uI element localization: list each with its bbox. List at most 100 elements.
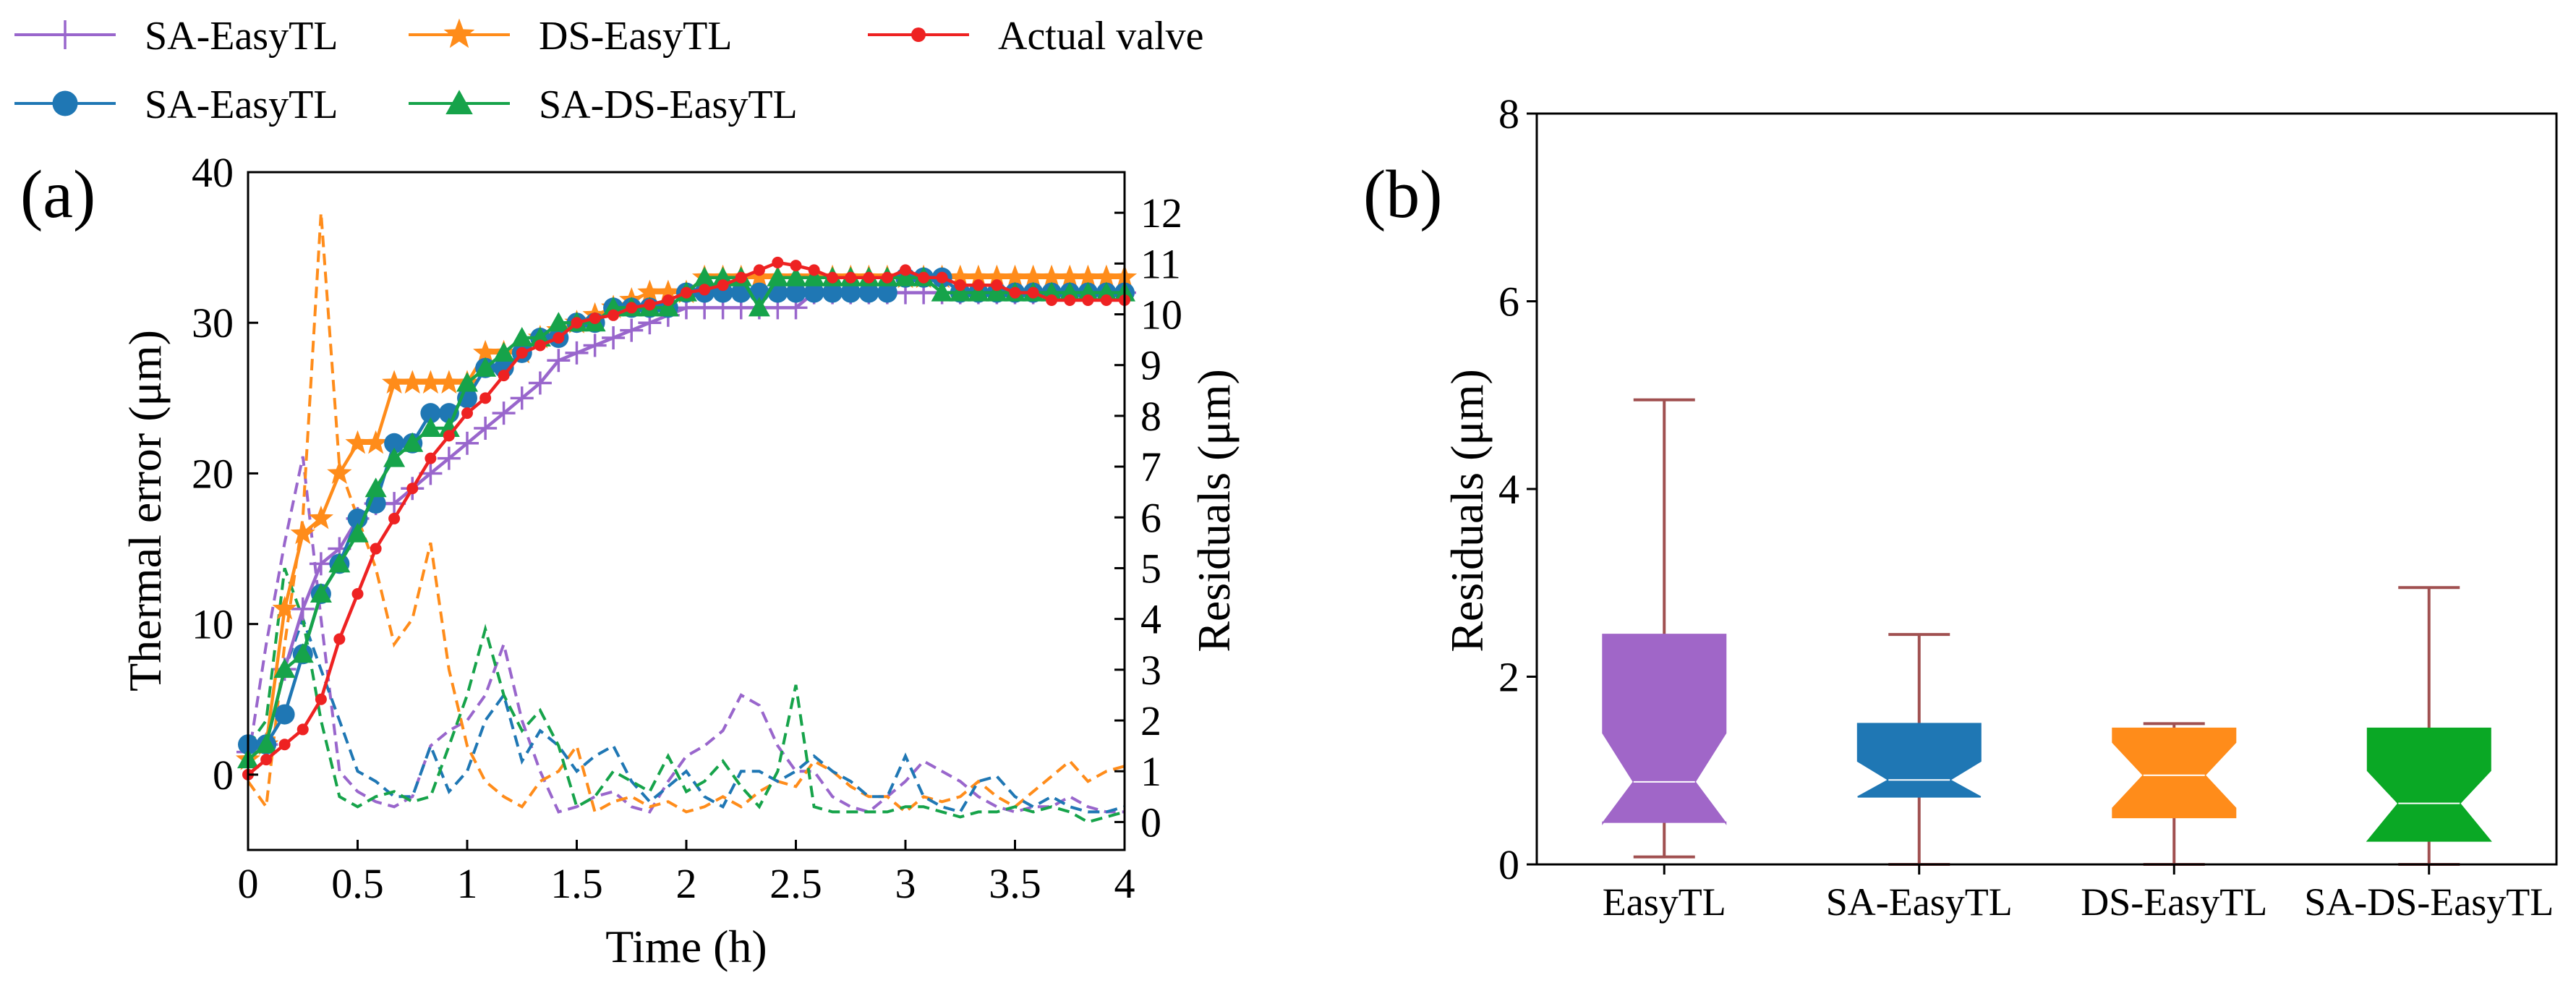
residual-line-sa-ds-easytl-3 (247, 567, 1125, 824)
data-point (991, 279, 1003, 292)
legend-label: SA-EasyTL (145, 14, 338, 59)
y2-tick-label: 5 (1140, 545, 1161, 592)
data-point (565, 341, 589, 365)
x-axis-label: Time (h) (605, 921, 767, 972)
data-point (400, 370, 425, 394)
data-point (351, 588, 364, 600)
data-point (260, 754, 273, 766)
data-point (274, 704, 295, 725)
data-point (382, 370, 407, 394)
box-body (1602, 634, 1727, 825)
data-point (328, 553, 351, 573)
x-tick-label: 3.5 (989, 860, 1041, 907)
box-y-tick-label: 6 (1498, 278, 1519, 326)
legend-label: SA-DS-EasyTL (539, 82, 798, 127)
data-point (753, 264, 765, 276)
data-point (845, 271, 857, 284)
box-body (1856, 723, 1982, 798)
data-point (474, 357, 497, 377)
data-point (291, 643, 314, 663)
data-point (255, 733, 278, 754)
legend-label: DS-EasyTL (539, 14, 733, 59)
x-tick-label: 2.5 (769, 860, 822, 907)
data-point (767, 266, 789, 286)
residual-series-group (247, 212, 1125, 824)
x-tick-label: 2 (676, 860, 697, 907)
data-point (607, 309, 620, 321)
box-body (2112, 727, 2237, 819)
x-tick-label: 3 (895, 860, 916, 907)
data-point (637, 279, 662, 304)
data-point (388, 512, 401, 524)
box-y-tick-label: 8 (1498, 90, 1519, 137)
data-point (364, 477, 387, 498)
y2-tick-label: 0 (1140, 799, 1161, 846)
data-point (1020, 264, 1046, 289)
data-point (1009, 286, 1021, 299)
data-point (492, 341, 515, 362)
data-point (272, 595, 297, 620)
data-point (1064, 294, 1076, 306)
box-x-ticks: EasyTL SA-EasyTL DS-EasyTL SA-DS-EasyTL (1603, 864, 2554, 924)
residual-line-ds-easytl-1 (247, 212, 1125, 815)
data-point (461, 407, 473, 420)
data-point (699, 284, 711, 296)
data-point (583, 333, 607, 357)
data-point (589, 312, 601, 324)
data-point (346, 522, 369, 543)
data-point (418, 370, 443, 394)
data-point (425, 452, 437, 464)
data-point (808, 264, 820, 276)
y-axis-label: Thermal error (μm) (119, 330, 171, 692)
box-body (2366, 727, 2492, 842)
box-x-tick-label: DS-EasyTL (2081, 880, 2267, 924)
box-x-tick-label: EasyTL (1603, 880, 1726, 924)
data-point (827, 271, 839, 284)
data-point (436, 370, 461, 394)
data-point (345, 430, 370, 454)
x-tick-label: 0 (238, 860, 259, 907)
data-point (748, 297, 770, 317)
data-point (291, 597, 315, 621)
box-y-ticks: 0 2 4 6 8 (1498, 90, 1537, 888)
data-point (694, 266, 716, 286)
y-tick-label: 0 (213, 752, 234, 799)
data-point (900, 264, 911, 276)
legend-marker-plus (51, 20, 80, 49)
data-point (986, 281, 1008, 302)
data-point (626, 302, 638, 314)
residual-line-sa-easytl-0 (247, 456, 1125, 814)
data-point (456, 431, 479, 455)
data-point (1093, 264, 1119, 289)
data-point (297, 723, 309, 736)
data-point (644, 299, 656, 311)
data-point (363, 430, 388, 454)
y2-tick-label: 11 (1140, 240, 1181, 287)
data-point (437, 446, 461, 470)
data-point (967, 281, 989, 302)
data-point (456, 372, 478, 392)
data-point (383, 447, 406, 467)
box-easytl (1602, 398, 1727, 859)
panel-b-box-plot: 0 2 4 6 8 EasyTL SA-EasyTL DS-EasyTL SA-DS-Easy… (1441, 90, 2558, 924)
data-point (474, 416, 498, 440)
box-x-tick-label: SA-EasyTL (1826, 880, 2013, 924)
data-point (1100, 294, 1112, 306)
y2-tick-label: 6 (1140, 494, 1161, 541)
data-point (657, 297, 679, 317)
data-point (965, 264, 991, 289)
data-point (1039, 264, 1065, 289)
data-point (1082, 294, 1094, 306)
box-group (1602, 398, 2492, 866)
legend-label: Actual valve (998, 14, 1204, 59)
data-point (785, 266, 807, 286)
data-point (547, 312, 570, 332)
data-point (401, 432, 424, 452)
data-point (511, 327, 533, 347)
y2-tick-label: 10 (1140, 292, 1182, 339)
data-point (370, 543, 382, 555)
data-point (858, 282, 879, 303)
data-point (333, 633, 346, 645)
data-point (1095, 281, 1117, 302)
